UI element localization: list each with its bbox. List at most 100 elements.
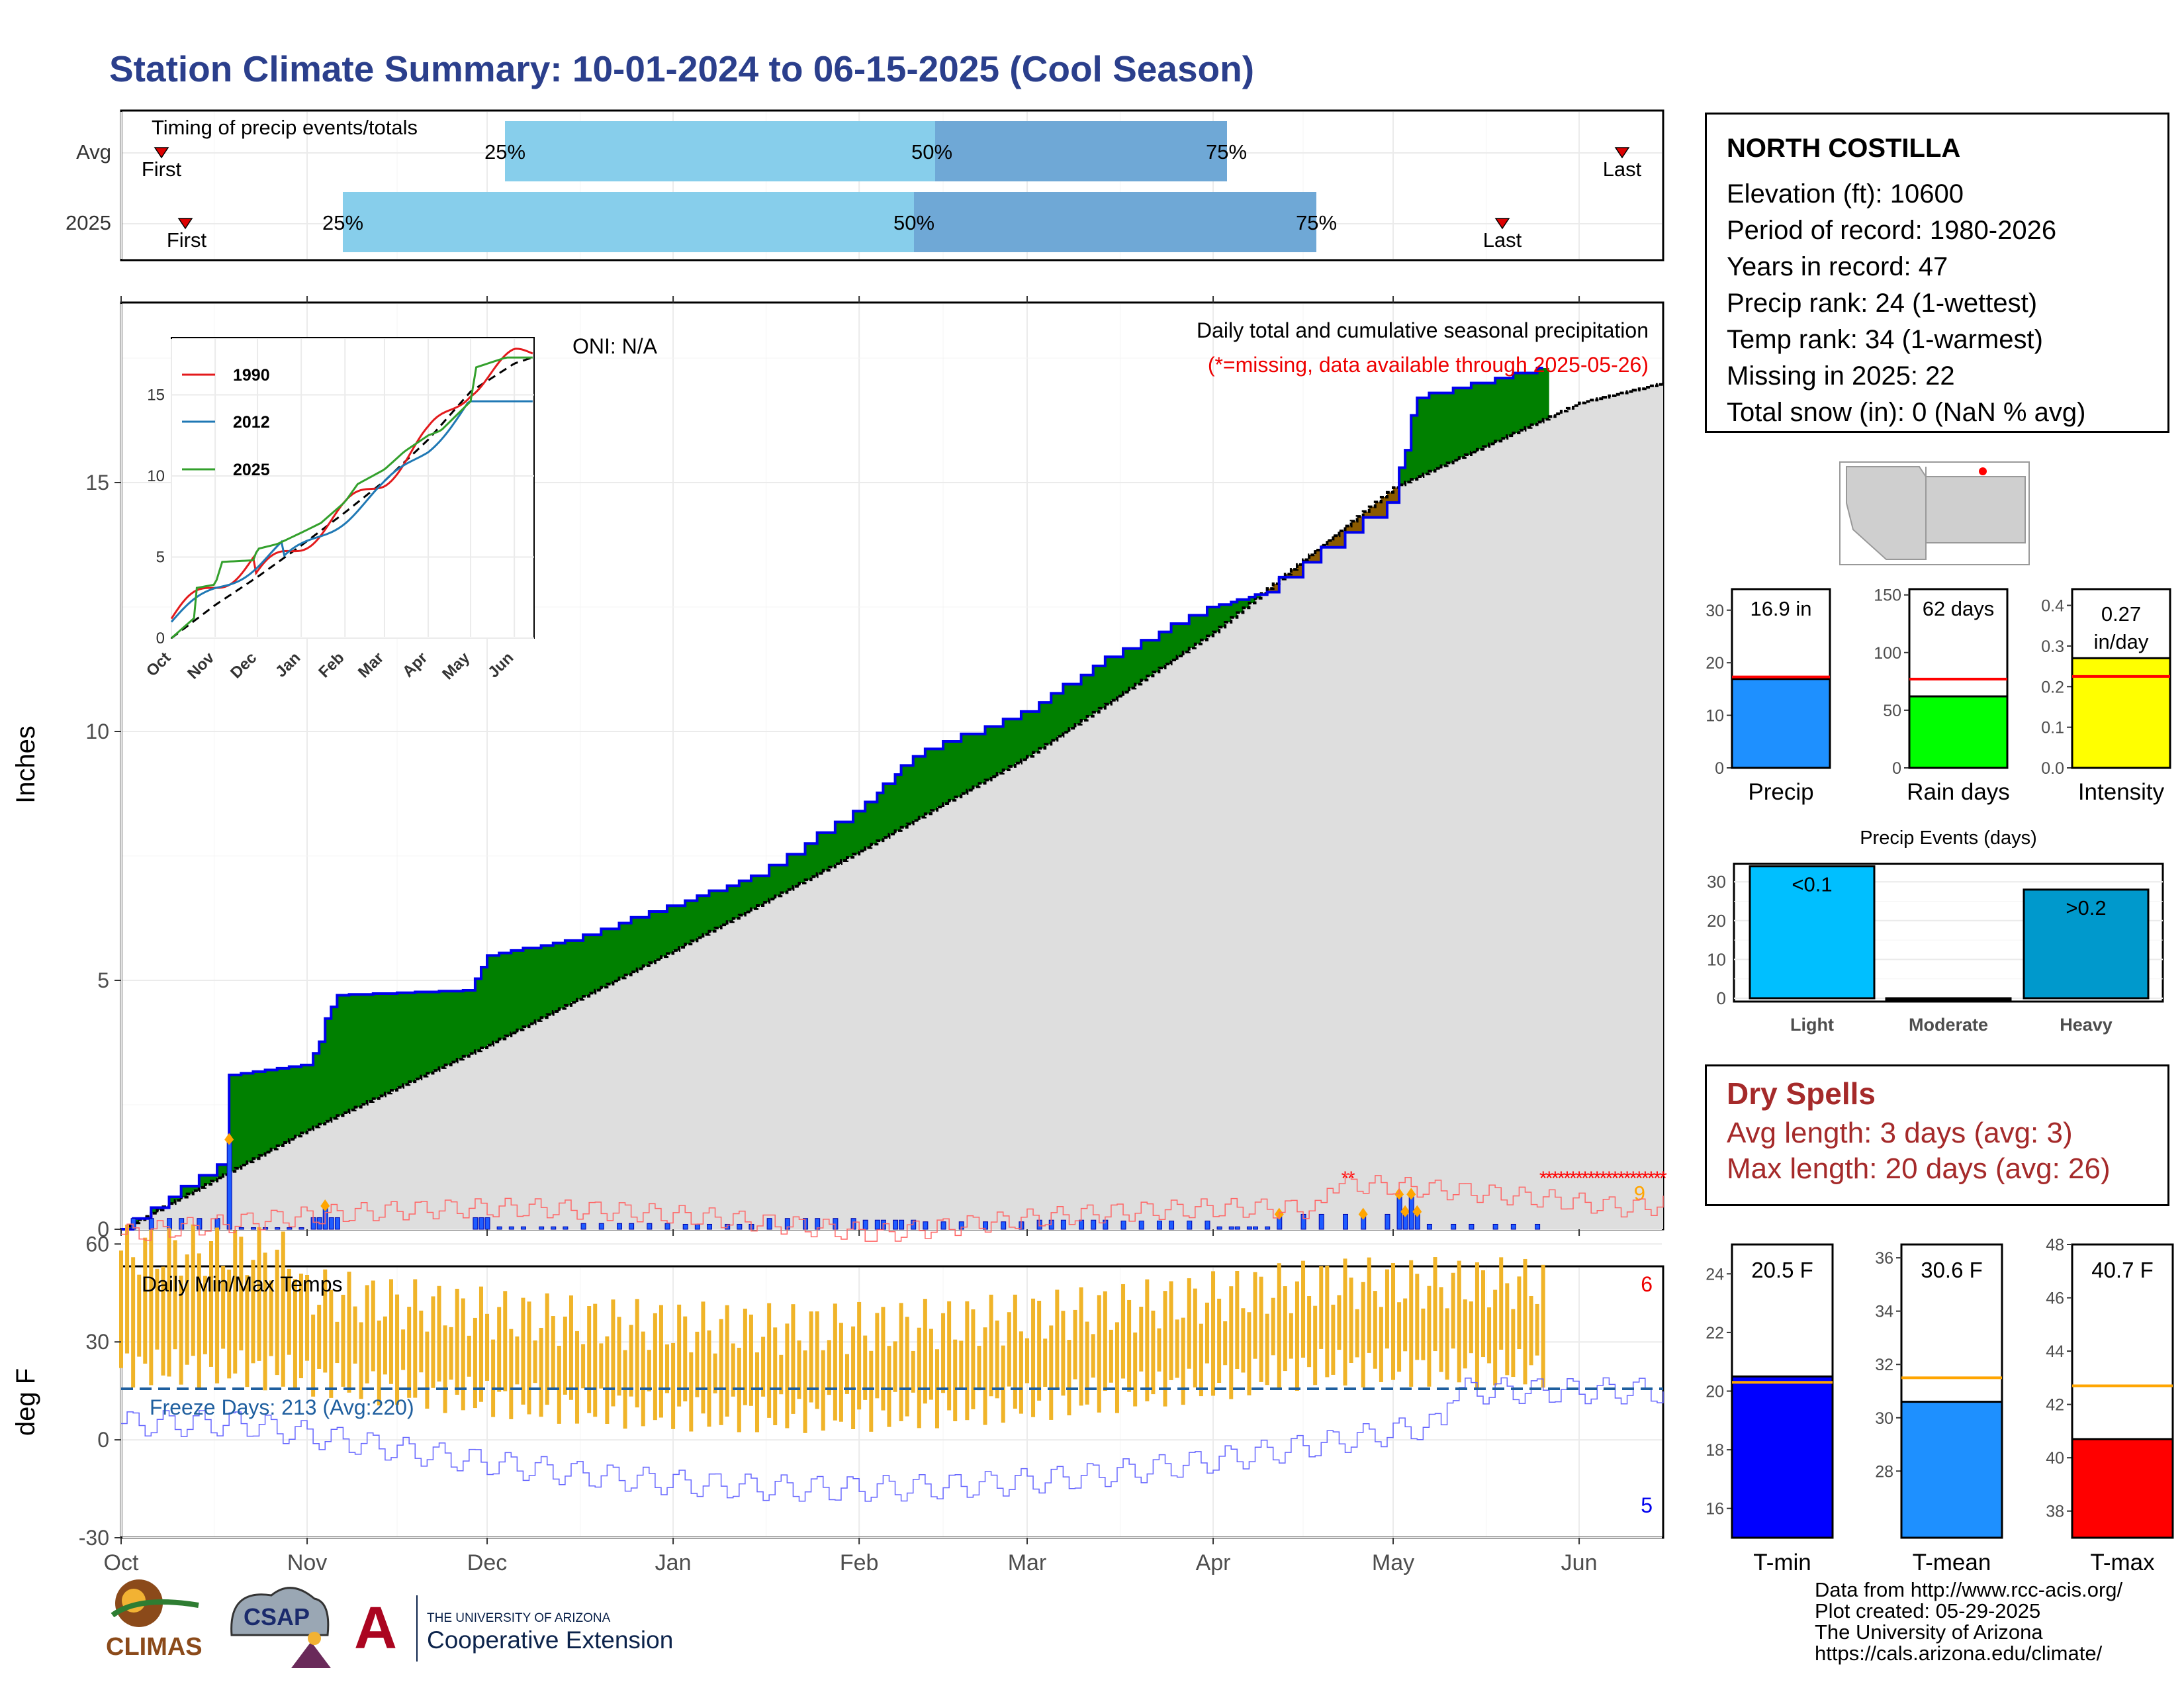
temp-range-bar: [1319, 1266, 1324, 1349]
summary-label: Rain days: [1907, 779, 2010, 805]
temp-range-bar: [773, 1327, 778, 1426]
daily-precip-bar: [484, 1217, 490, 1230]
month-label: Nov: [287, 1550, 327, 1575]
temp-range-bar: [707, 1330, 711, 1427]
temp-range-bar: [1097, 1295, 1101, 1413]
freeze-days: Freeze Days: 213 (Avg:220): [150, 1395, 414, 1419]
temp-range-bar: [575, 1331, 580, 1424]
p50-2025: 50%: [893, 211, 934, 234]
temp-range-bar: [1325, 1266, 1330, 1378]
temp-range-bar: [281, 1231, 285, 1387]
daily-precip-bar: [616, 1223, 622, 1230]
temp-summary-label: T-mean: [1913, 1550, 1991, 1575]
events-bar-light: [1749, 865, 1876, 1000]
temp-range-bar: [509, 1329, 514, 1419]
temp-title: Daily Min/Max Temps: [142, 1272, 342, 1296]
temp-range-bar: [887, 1346, 891, 1427]
temp-range-bar: [1517, 1276, 1522, 1350]
temp-range-bar: [478, 1286, 483, 1402]
summary-label: Intensity: [2078, 779, 2165, 805]
temp-range-bar: [503, 1291, 508, 1391]
ua-line2: Cooperative Extension: [427, 1626, 673, 1654]
first-label-2025: First: [167, 228, 207, 252]
daily-precip-bar: [275, 1227, 281, 1230]
summary-tick: 100: [1874, 644, 1901, 663]
daily-precip-bar: [250, 1227, 256, 1230]
temp-ytick: 60: [85, 1232, 109, 1256]
temp-range-bar: [323, 1269, 328, 1373]
temp-range-bar: [227, 1269, 232, 1379]
temp-range-bar: [641, 1331, 645, 1427]
last-marker-avg: [1614, 147, 1630, 159]
events-category: Heavy: [2060, 1015, 2113, 1035]
temp-range-bar: [743, 1308, 747, 1405]
temp-summary-tick: 22: [1706, 1324, 1724, 1342]
temp-range-bar: [1433, 1257, 1437, 1352]
temp-range-bar: [677, 1304, 682, 1407]
heavy-event-marker: [1400, 1205, 1410, 1217]
summary-value-unit: in/day: [2094, 630, 2149, 653]
daily-precip-bar: [473, 1217, 478, 1230]
temp-range-bar: [1151, 1310, 1156, 1395]
temp-range-bar: [131, 1257, 136, 1388]
daily-precip-bar: [664, 1223, 670, 1230]
temp-range-bar: [491, 1339, 496, 1417]
temp-range-bar: [635, 1299, 639, 1408]
daily-precip-bar: [1265, 1226, 1271, 1230]
station-name: NORTH COSTILLA: [1727, 134, 1961, 163]
temp-range-bar: [1223, 1321, 1228, 1366]
temp-range-bar: [1259, 1276, 1263, 1382]
inset-ytick: 5: [156, 549, 165, 567]
daily-precip-bar: [1001, 1221, 1007, 1230]
timing-row-2025: 2025: [66, 211, 111, 234]
temp-range-bar: [1205, 1302, 1209, 1364]
daily-precip-bar: [496, 1226, 502, 1230]
temp-range-bar: [1211, 1271, 1216, 1396]
daily-precip-bar: [1253, 1226, 1259, 1230]
temp-range-bar: [833, 1303, 837, 1421]
summary-tick: 0.3: [2041, 637, 2064, 656]
record-min-line: [121, 1377, 1664, 1502]
temp-range-bar: [1145, 1279, 1150, 1401]
temp-range-bar: [347, 1272, 351, 1393]
missing-marker: *: [1647, 1168, 1655, 1190]
temp-summary-value: 40.7 F: [2091, 1258, 2154, 1282]
daily-precip-bar: [1535, 1223, 1541, 1230]
cumulative-2025-line: [121, 367, 1543, 1231]
avg-q1-box: [505, 121, 935, 181]
daily-precip-bar: [1234, 1226, 1240, 1230]
temp-range-bar: [1313, 1305, 1318, 1385]
precip-ytick: 0: [97, 1217, 109, 1241]
2025-q2-box: [914, 192, 1316, 252]
temp-range-bar: [1181, 1317, 1185, 1405]
station-years: Years in record: 47: [1727, 252, 1948, 281]
station-location-dot: [1979, 467, 1987, 475]
temp-range-bar: [689, 1352, 694, 1432]
climas-logo: CLIMAS: [106, 1579, 203, 1661]
missing-marker: *: [1635, 1168, 1643, 1190]
temp-range-bar: [1235, 1270, 1240, 1370]
missing-marker: *: [1563, 1168, 1571, 1190]
missing-marker: *: [1557, 1168, 1565, 1190]
average-cumulative-line: [121, 383, 1664, 1231]
temp-range-bar: [1007, 1312, 1011, 1387]
temp-range-bar: [749, 1314, 753, 1406]
events-bar-heavy: [2023, 888, 2150, 1000]
temp-range-bar: [809, 1311, 813, 1403]
missing-marker: *: [1612, 1168, 1619, 1190]
daily-precip-bar: [287, 1227, 293, 1230]
daily-precip-bar: [682, 1223, 688, 1230]
daily-precip-bar: [1156, 1220, 1162, 1230]
temp-range-bar: [941, 1313, 946, 1393]
credit-univ: The University of Arizona: [1815, 1620, 2043, 1644]
temp-range-bar: [1133, 1332, 1138, 1407]
summary-tick: 0.0: [2041, 759, 2064, 778]
temp-range-bar: [875, 1313, 880, 1399]
summary-tick: 150: [1874, 586, 1901, 605]
temp-range-bar: [1241, 1308, 1246, 1373]
temp-range-bar: [125, 1225, 130, 1354]
summary-tick: 0.2: [2041, 678, 2064, 696]
temp-summary-tick: 18: [1706, 1441, 1724, 1460]
missing-marker: *: [1606, 1168, 1614, 1190]
temp-range-bar: [1397, 1302, 1402, 1372]
